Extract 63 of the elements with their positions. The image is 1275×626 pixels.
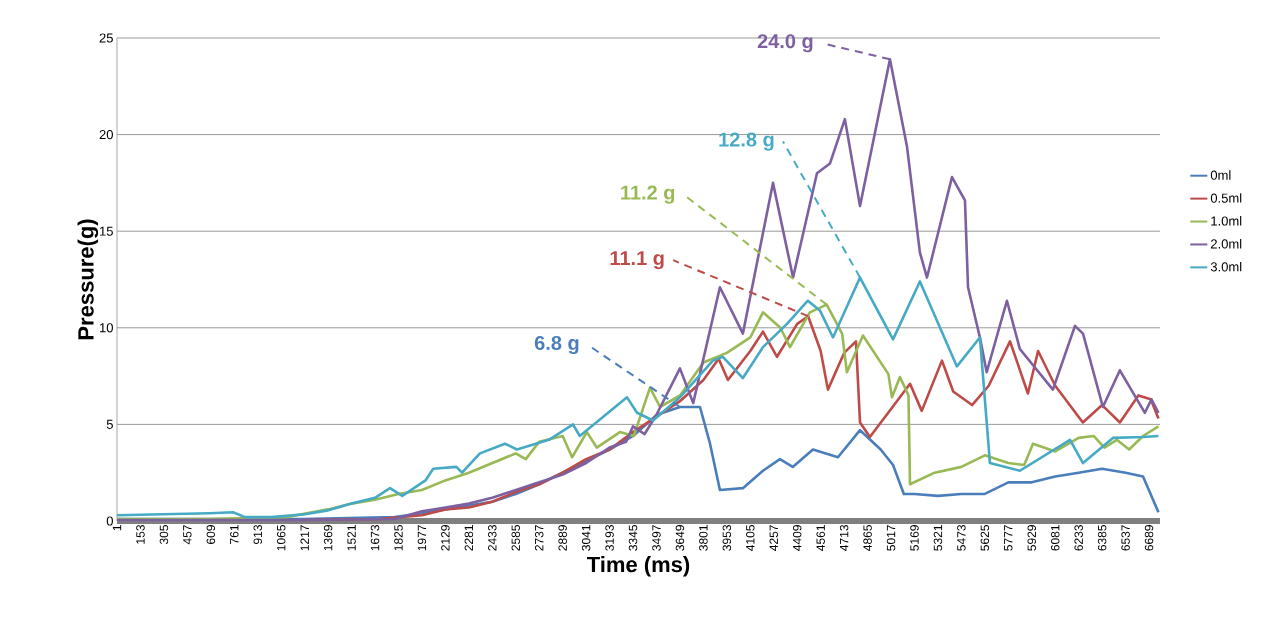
x-tick-label: 3041	[581, 525, 591, 551]
x-tick-label: 3649	[675, 525, 685, 551]
x-tick-label: 4713	[839, 525, 849, 551]
x-tick-label: 609	[206, 525, 216, 544]
x-tick-label: 2281	[464, 525, 474, 551]
x-tick-label: 5625	[980, 525, 990, 551]
x-tick-label: 4865	[863, 525, 872, 551]
y-tick-label: 0	[106, 516, 113, 526]
x-tick-label: 2433	[488, 525, 497, 551]
x-tick-label: 5321	[933, 525, 943, 551]
x-tick-label: 6081	[1050, 525, 1060, 551]
x-tick-label: 4105	[746, 525, 755, 551]
y-tick-label: 15	[100, 226, 113, 236]
x-tick-label: 913	[253, 525, 262, 544]
x-tick-label: 305	[159, 525, 169, 545]
x-tick-label: 6233	[1074, 525, 1083, 551]
x-tick-label: 1065	[276, 525, 286, 551]
y-axis-title: Pressure(g)	[77, 219, 99, 340]
legend-label: 2.0ml	[1210, 238, 1242, 249]
x-tick-label: 2129	[441, 525, 450, 551]
x-tick-label: 2585	[511, 525, 520, 551]
legend-label: 0.5ml	[1210, 193, 1242, 203]
x-tick-label: 3497	[652, 525, 661, 551]
x-tick-label: 4257	[769, 525, 778, 551]
x-tick-label: 3345	[628, 525, 638, 551]
x-tick-label: 1673	[370, 525, 380, 551]
annotation: 6.8 g	[534, 335, 579, 355]
x-tick-label: 6689	[1144, 525, 1154, 551]
x-tick-label: 4409	[792, 525, 802, 551]
annotation: 11.1 g	[610, 251, 664, 270]
y-tick-label: 20	[99, 129, 113, 140]
y-tick-label: 25	[99, 33, 113, 43]
x-tick-label: 1521	[347, 525, 356, 551]
x-tick-label: 6385	[1097, 525, 1107, 551]
annotation: 11.2 g	[621, 185, 675, 204]
legend-label: 1.0ml	[1211, 216, 1242, 226]
x-tick-label: 5017	[886, 525, 896, 551]
x-tick-label: 1369	[323, 525, 333, 551]
y-tick-label: 5	[106, 419, 113, 429]
x-tick-label: 4561	[816, 525, 825, 551]
x-tick-label: 3953	[722, 525, 732, 551]
x-tick-label: 457	[183, 525, 192, 545]
x-tick-label: 3193	[605, 525, 614, 551]
x-tick-label: 153	[136, 525, 145, 544]
x-tick-label: 1	[112, 525, 122, 531]
annotation: 24.0 g	[757, 34, 813, 53]
x-tick-label: 5929	[1027, 525, 1036, 551]
x-tick-label: 1977	[417, 525, 427, 551]
x-tick-label: 5169	[910, 525, 919, 551]
x-tick-label: 761	[230, 525, 239, 544]
legend-label: 3.0ml	[1210, 261, 1242, 272]
x-tick-label: 1825	[394, 525, 403, 551]
x-tick-label: 5777	[1004, 525, 1013, 551]
x-axis-title: Time (ms)	[587, 556, 690, 577]
x-tick-label: 5473	[957, 525, 966, 551]
x-tick-label: 2737	[534, 525, 544, 551]
legend-label: 0ml	[1210, 170, 1231, 180]
x-tick-label: 3801	[699, 525, 708, 551]
annotation: 12.8 g	[719, 132, 774, 151]
x-tick-label: 6537	[1121, 525, 1130, 551]
y-tick-label: 10	[100, 323, 113, 333]
x-tick-label: 1217	[300, 525, 309, 551]
x-tick-label: 2889	[558, 525, 567, 551]
